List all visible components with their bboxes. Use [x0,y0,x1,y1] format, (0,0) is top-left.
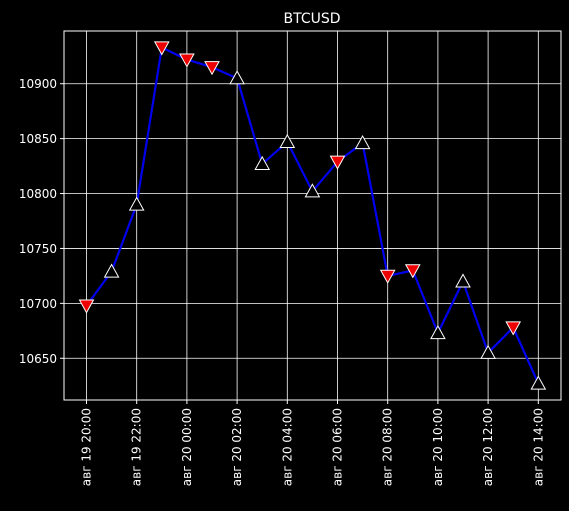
y-tick-label: 10750 [19,242,57,256]
x-tick-label: авг 20 12:00 [481,408,495,486]
up-triangle-marker [128,196,145,211]
up-triangle-marker [430,324,446,340]
up-triangle-marker [279,133,296,148]
down-triangle-marker [329,155,346,170]
y-tick-label: 10900 [19,77,57,91]
up-triangle-marker [304,183,321,198]
up-triangle-marker [480,344,496,359]
x-axis: авг 19 20:00 авг 19 22:00 авг 20 00:00 авг … [80,400,545,486]
down-triangle-marker [78,299,95,314]
up-triangle-marker [354,134,371,150]
down-triangle-marker [404,264,421,279]
x-tick-label: авг 19 20:00 [80,408,94,486]
up-triangle-marker [254,155,271,170]
grid-lines [64,31,561,400]
y-tick-label: 10800 [19,187,57,201]
y-tick-label: 10650 [19,352,57,366]
down-triangle-marker [505,321,522,336]
y-tick-label: 10850 [19,132,57,146]
up-triangle-marker [455,273,471,288]
up-triangle-marker [229,70,245,85]
series-line [85,46,540,384]
down-triangle-marker [204,61,220,76]
x-tick-label: авг 20 10:00 [431,408,445,486]
x-tick-label: авг 20 06:00 [331,408,345,486]
plot-frame [63,30,562,401]
y-tick-label: 10700 [19,297,57,311]
x-tick-label: авг 20 02:00 [230,408,244,486]
x-tick-label: авг 20 00:00 [180,408,194,486]
x-tick-label: авг 20 08:00 [381,408,395,486]
x-tick-label: авг 20 14:00 [531,408,545,486]
down-triangle-marker [379,269,396,284]
y-axis: 10650 10700 10750 10800 10850 10900 [19,77,64,366]
chart-title: BTCUSD [283,11,340,27]
up-triangle-marker [103,263,120,278]
down-triangle-marker [153,41,170,56]
x-tick-label: авг 20 04:00 [280,408,294,486]
x-tick-label: авг 19 22:00 [130,408,144,486]
down-triangle-marker [179,53,195,68]
series-markers [78,41,547,390]
up-triangle-marker [530,375,547,390]
